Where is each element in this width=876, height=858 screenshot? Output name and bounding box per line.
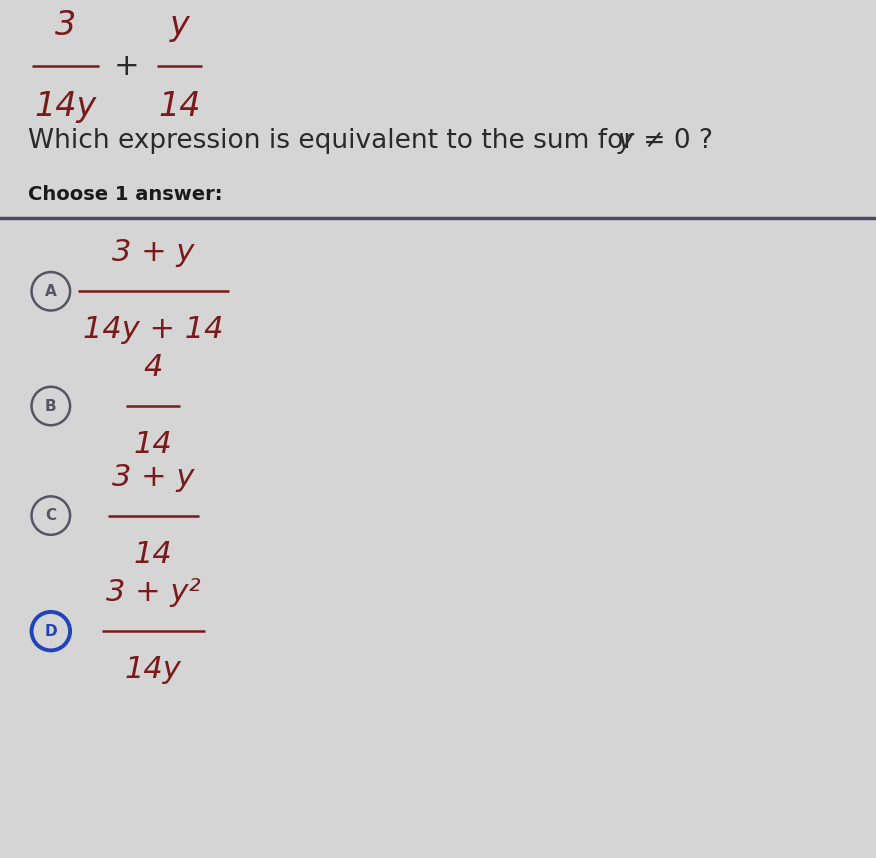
- Text: A: A: [45, 284, 57, 299]
- Text: D: D: [45, 624, 57, 638]
- Text: 3 + y²: 3 + y²: [106, 578, 201, 607]
- Text: 3 + y: 3 + y: [112, 462, 194, 492]
- Text: 14y + 14: 14y + 14: [83, 315, 223, 344]
- Text: y: y: [170, 9, 189, 42]
- Text: 4: 4: [144, 353, 163, 382]
- Text: 3: 3: [55, 9, 76, 42]
- Text: +: +: [114, 51, 140, 81]
- Text: B: B: [45, 398, 57, 414]
- Text: 14y: 14y: [125, 656, 181, 684]
- Text: 14: 14: [134, 430, 173, 459]
- Text: 3 + y: 3 + y: [112, 239, 194, 268]
- Text: ≠ 0 ?: ≠ 0 ?: [635, 128, 713, 154]
- Text: 14: 14: [159, 90, 201, 123]
- Text: y: y: [618, 128, 633, 154]
- Text: C: C: [46, 508, 56, 523]
- Text: Choose 1 answer:: Choose 1 answer:: [28, 185, 223, 204]
- Text: 14y: 14y: [34, 90, 97, 123]
- Text: Which expression is equivalent to the sum for: Which expression is equivalent to the su…: [28, 128, 643, 154]
- Text: 14: 14: [134, 540, 173, 569]
